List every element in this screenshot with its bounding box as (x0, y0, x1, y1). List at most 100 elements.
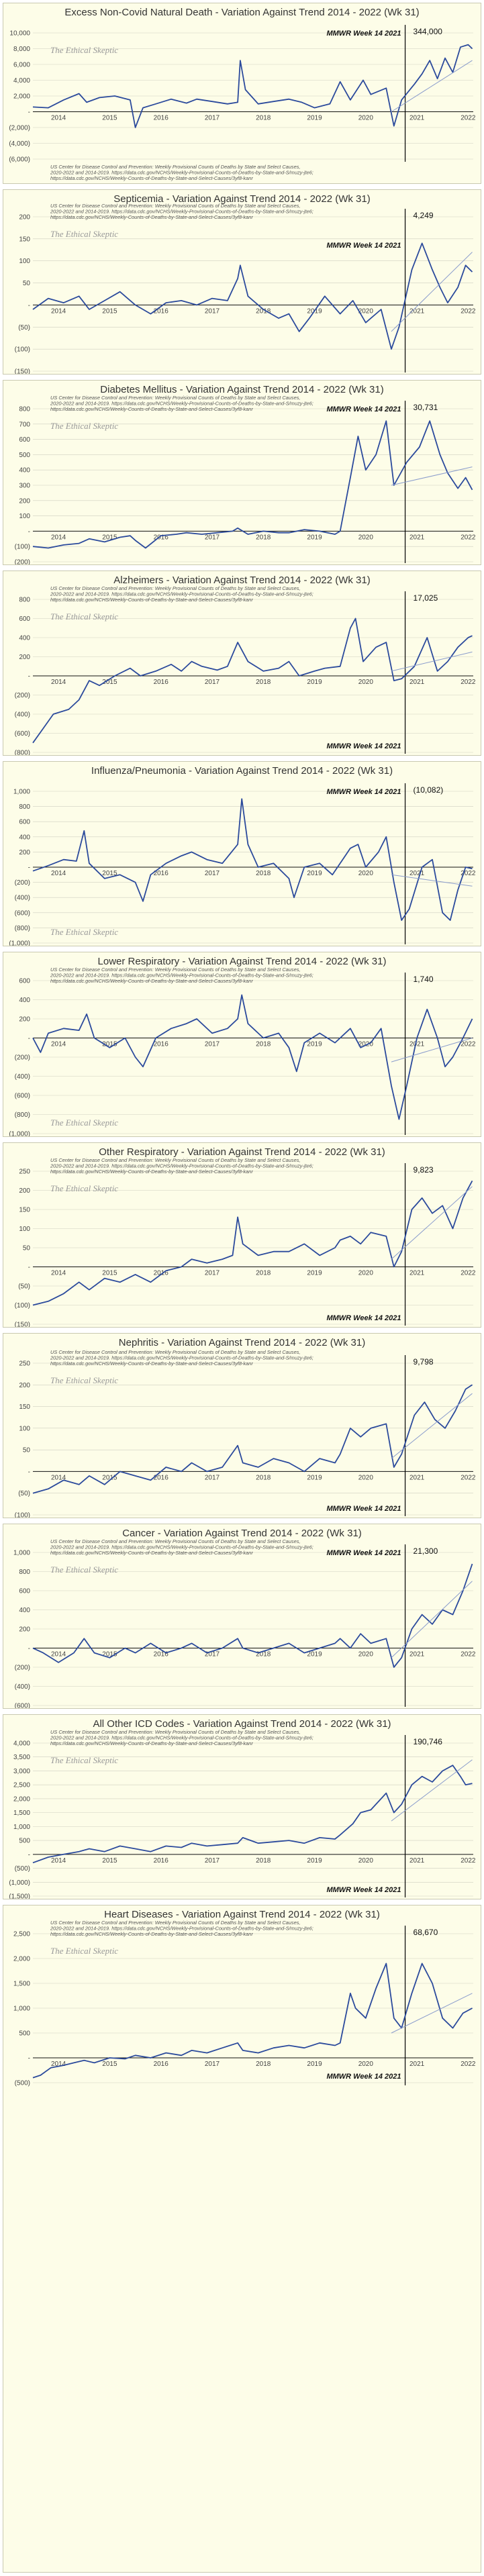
x-tick-label: 2022 (461, 1041, 476, 1048)
x-tick-label: 2017 (205, 307, 220, 315)
y-tick-label: 100 (19, 1425, 30, 1432)
y-tick-label: 1,000 (13, 789, 30, 796)
source-note: US Center for Disease Control and Preven… (50, 585, 313, 603)
x-tick-label: 2021 (409, 1041, 425, 1048)
y-tick-label: - (28, 1469, 30, 1476)
total-label: 9,798 (414, 1357, 434, 1367)
series-line (32, 1963, 473, 2079)
x-tick-label: 2014 (51, 2061, 66, 2068)
x-tick-label: 2018 (256, 870, 271, 877)
source-note: US Center for Disease Control and Preven… (50, 967, 313, 984)
x-tick-label: 2018 (256, 1041, 271, 1048)
y-tick-label: 3,000 (13, 1768, 30, 1775)
chart-panel: Other Respiratory - Variation Against Tr… (3, 1142, 481, 1328)
x-tick-label: 2015 (102, 1270, 117, 1277)
trend-line (391, 1393, 473, 1459)
series-line (32, 617, 473, 744)
x-tick-label: 2017 (205, 1857, 220, 1865)
x-tick-label: 2019 (307, 2061, 322, 2068)
y-tick-label: (150) (15, 368, 30, 375)
x-tick-label: 2016 (154, 1857, 169, 1865)
x-tick-label: 2016 (154, 870, 169, 877)
y-tick-label: - (28, 302, 30, 309)
mmwr-label: MMWR Week 14 2021 (326, 1505, 401, 1513)
chart-plot: (150) (100) (50) - 50 100 150 200 2014 2015 2016 20… (15, 203, 476, 375)
x-tick-label: 2022 (461, 115, 476, 122)
x-tick-label: 2020 (358, 2061, 374, 2068)
y-tick-label: (200) (15, 1665, 30, 1672)
chart-plot: (6,000) (4,000) (2,000) - 2,000 4,000 6,000 8,0… (9, 25, 476, 181)
total-label: 30,731 (414, 403, 438, 412)
y-tick-label: (1,500) (9, 1893, 30, 1900)
total-label: 190,746 (414, 1737, 443, 1746)
x-tick-label: 2015 (102, 1651, 117, 1658)
x-tick-label: 2019 (307, 1651, 322, 1658)
y-tick-label: (50) (18, 1490, 30, 1497)
y-tick-label: 600 (19, 615, 30, 623)
x-tick-label: 2018 (256, 1270, 271, 1277)
brand-label: The Ethical Skeptic (50, 1946, 118, 1956)
x-tick-label: 2016 (154, 534, 169, 541)
x-tick-label: 2017 (205, 2061, 220, 2068)
x-tick-label: 2017 (205, 115, 220, 122)
trend-line (391, 1759, 473, 1822)
y-tick-label: 250 (19, 1169, 30, 1176)
mmwr-label: MMWR Week 14 2021 (326, 1314, 401, 1322)
mmwr-label: MMWR Week 14 2021 (326, 2073, 401, 2081)
x-tick-label: 2018 (256, 1474, 271, 1481)
chart-panel: Septicemia - Variation Against Trend 201… (3, 189, 481, 375)
y-tick-label: 1,500 (13, 1981, 30, 1988)
x-tick-label: 2020 (358, 1474, 374, 1481)
x-tick-label: 2018 (256, 307, 271, 315)
y-tick-label: - (28, 1851, 30, 1859)
y-tick-label: 400 (19, 997, 30, 1004)
y-tick-label: 8,000 (13, 46, 30, 53)
x-tick-label: 2015 (102, 870, 117, 877)
y-tick-label: (100) (15, 1302, 30, 1309)
y-tick-label: (600) (15, 909, 30, 917)
y-tick-label: (100) (15, 1512, 30, 1519)
x-tick-label: 2014 (51, 307, 66, 315)
y-tick-label: (600) (15, 1703, 30, 1710)
x-tick-label: 2016 (154, 307, 169, 315)
y-tick-label: 100 (19, 258, 30, 265)
x-tick-label: 2017 (205, 534, 220, 541)
y-tick-label: 400 (19, 467, 30, 475)
y-tick-label: 400 (19, 1607, 30, 1614)
y-tick-label: (800) (15, 1111, 30, 1119)
x-tick-label: 2014 (51, 534, 66, 541)
y-tick-label: (50) (18, 324, 30, 332)
x-tick-label: 2014 (51, 1041, 66, 1048)
x-tick-label: 2020 (358, 534, 374, 541)
x-tick-label: 2020 (358, 1857, 374, 1865)
y-tick-label: 600 (19, 819, 30, 826)
y-tick-label: 50 (23, 280, 31, 287)
y-tick-label: (6,000) (9, 156, 30, 164)
x-tick-label: 2015 (102, 2061, 117, 2068)
y-tick-label: (400) (15, 895, 30, 902)
chart-plot: (100) (50) - 50 100 150 200 250 2014 2015 2016 2017… (15, 1349, 476, 1519)
chart-plot: (800) (600) (400) (200) - 200 400 600 800 2014 201… (15, 585, 476, 755)
brand-label: The Ethical Skeptic (50, 421, 118, 431)
chart-title: Alzheimers - Variation Against Trend 201… (113, 575, 371, 586)
trend-line (391, 651, 473, 672)
x-tick-label: 2017 (205, 1270, 220, 1277)
x-tick-label: 2021 (409, 1270, 425, 1277)
y-tick-label: 200 (19, 1382, 30, 1389)
x-tick-label: 2021 (409, 534, 425, 541)
y-tick-label: 600 (19, 436, 30, 444)
y-tick-label: 500 (19, 452, 30, 459)
chart-plot: (1,000) (800) (600) (400) (200) - 200 400 600 201… (9, 967, 476, 1136)
y-tick-label: 600 (19, 1588, 30, 1595)
x-tick-label: 2014 (51, 1857, 66, 1865)
trend-line (391, 1038, 473, 1062)
x-tick-label: 2017 (205, 1651, 220, 1658)
series-line (32, 44, 473, 128)
x-tick-label: 2017 (205, 870, 220, 877)
y-tick-label: 400 (19, 635, 30, 642)
brand-label: The Ethical Skeptic (50, 611, 118, 622)
x-tick-label: 2022 (461, 307, 476, 315)
y-tick-label: 100 (19, 1226, 30, 1233)
y-tick-label: 800 (19, 803, 30, 811)
